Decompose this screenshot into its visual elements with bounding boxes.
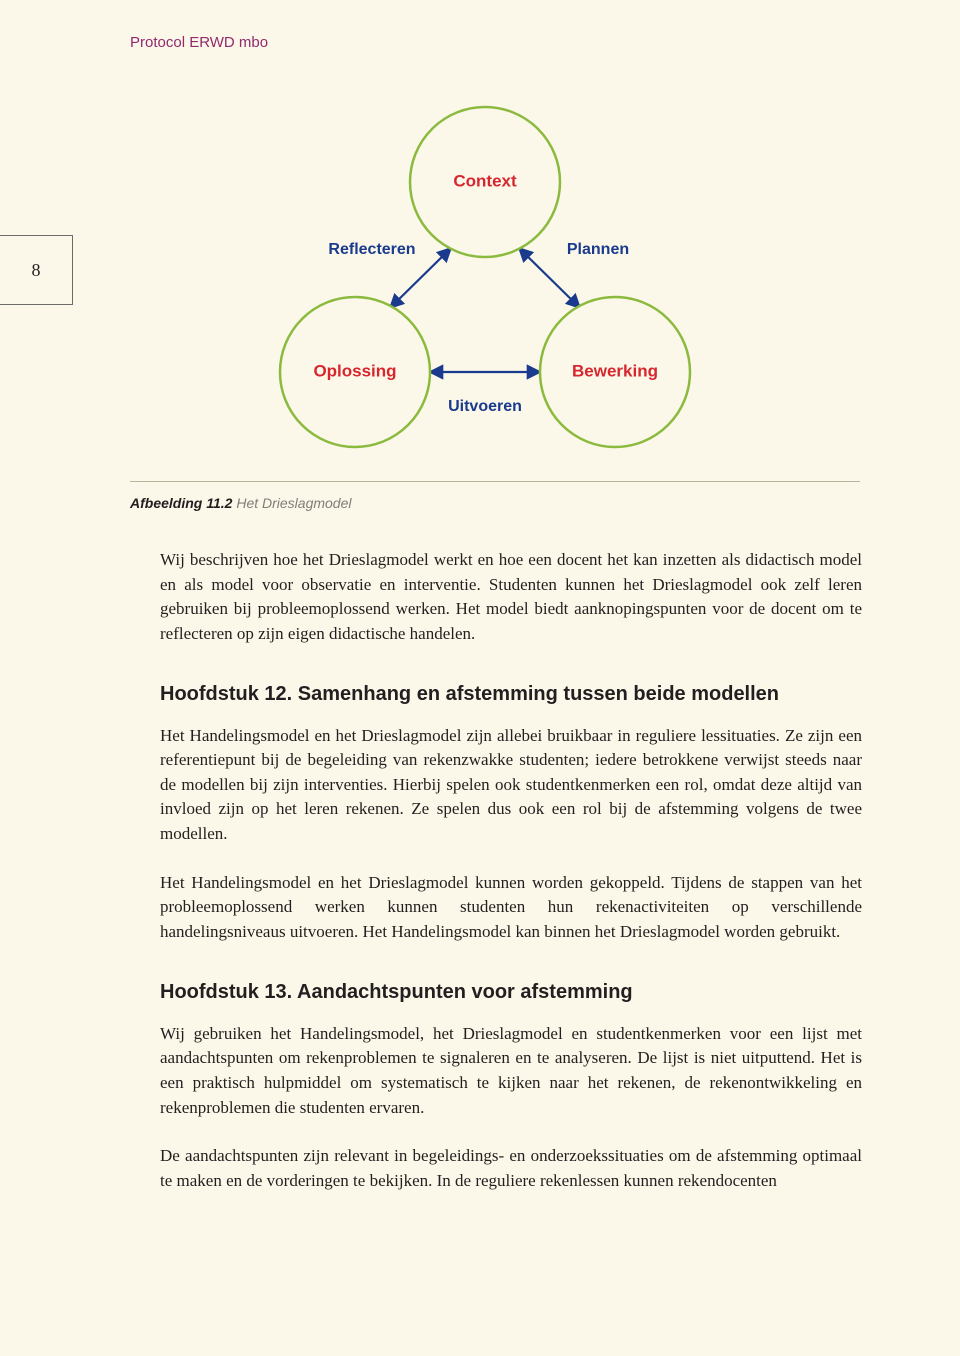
paragraph: De aandachtspunten zijn relevant in bege… <box>160 1144 862 1193</box>
paragraph: Wij gebruiken het Handelingsmodel, het D… <box>160 1022 862 1121</box>
caption-text: Het Drieslagmodel <box>232 495 351 511</box>
diagram-svg: Context Oplossing Bewerking Reflecteren Pla… <box>240 100 730 460</box>
caption-number: Afbeelding 11.2 <box>130 495 232 511</box>
page-number: 8 <box>32 260 41 281</box>
node-label: Oplossing <box>313 361 396 380</box>
edge-label: Reflecteren <box>328 241 415 258</box>
node-label: Bewerking <box>572 361 658 380</box>
page-number-tab: 8 <box>0 235 73 305</box>
paragraph: Wij beschrijven hoe het Drieslagmodel we… <box>160 548 862 647</box>
paragraph: Het Handelingsmodel en het Drieslagmodel… <box>160 871 862 945</box>
heading-ch13: Hoofdstuk 13. Aandachtspunten voor afste… <box>160 981 862 1004</box>
figure-caption: Afbeelding 11.2 Het Drieslagmodel <box>130 495 352 511</box>
body-content: Wij beschrijven hoe het Drieslagmodel we… <box>160 548 862 1218</box>
drieslagmodel-diagram: Context Oplossing Bewerking Reflecteren Pla… <box>240 100 730 460</box>
edge-label: Uitvoeren <box>448 398 522 415</box>
edge-label: Plannen <box>567 241 629 258</box>
running-header: Protocol ERWD mbo <box>130 34 268 51</box>
caption-divider <box>130 481 860 482</box>
heading-ch12: Hoofdstuk 12. Samenhang en afstemming tu… <box>160 683 862 706</box>
paragraph: Het Handelingsmodel en het Drieslagmodel… <box>160 724 862 847</box>
node-label: Context <box>453 171 517 190</box>
